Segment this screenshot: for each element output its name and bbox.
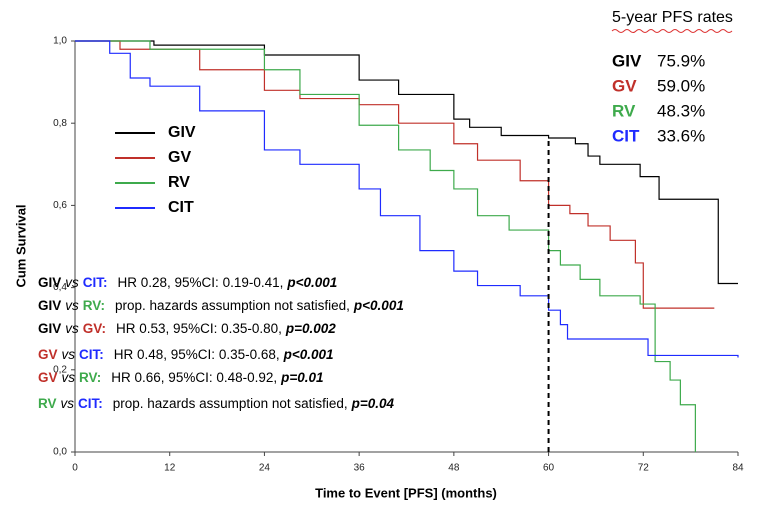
comparison: GIV vs GV: HR 0.53, 95%CI: 0.35-0.80, p=0.00…	[38, 321, 336, 336]
legend-label: RV	[168, 174, 190, 191]
survival-curve	[75, 40, 739, 358]
p-value: p<0.001	[286, 275, 337, 290]
y-tick-label: 0,4	[53, 282, 67, 293]
vs: vs	[65, 275, 79, 290]
legend-label: GV	[168, 149, 191, 166]
x-axis-title: Time to Event [PFS] (months)	[315, 485, 497, 500]
group-b: CIT:	[78, 396, 103, 411]
y-axis-title: Cum Survival	[13, 204, 28, 287]
group-a: GIV	[38, 321, 61, 336]
rate-value: 59.0%	[657, 76, 705, 95]
comparison: RV vs CIT: prop. hazards assumption not sat…	[38, 396, 395, 411]
x-tick-label: 12	[164, 463, 176, 474]
stats: HR 0.53, 95%CI: 0.35-0.80,	[116, 321, 282, 336]
y-tick-label: 0,6	[53, 200, 67, 211]
rate-group: GV	[612, 76, 637, 95]
p-value: p=0.04	[351, 396, 395, 411]
stats: HR 0.28, 95%CI: 0.19-0.41,	[118, 275, 284, 290]
rate-group: RV	[612, 101, 636, 120]
group-b: CIT:	[83, 275, 108, 290]
group-b: RV:	[83, 298, 105, 313]
stats: HR 0.66, 95%CI: 0.48-0.92,	[111, 370, 277, 385]
x-tick-label: 0	[72, 463, 78, 474]
p-value: p<0.001	[353, 298, 404, 313]
rates-title: 5-year PFS rates	[612, 9, 733, 26]
vs: vs	[62, 370, 76, 385]
rate-value: 75.9%	[657, 51, 705, 70]
x-tick-label: 48	[448, 463, 460, 474]
comparison: GIV vs CIT: HR 0.28, 95%CI: 0.19-0.41, p<0.0…	[38, 275, 337, 290]
rate-group: GIV	[612, 51, 642, 70]
y-tick-label: 0,2	[53, 364, 67, 375]
group-b: GV:	[83, 321, 106, 336]
comparison: GV vs RV: HR 0.66, 95%CI: 0.48-0.92, p=0.01	[38, 370, 324, 385]
stats: HR 0.48, 95%CI: 0.35-0.68,	[114, 347, 280, 362]
rate-value: 48.3%	[657, 101, 705, 120]
group-a: GIV	[38, 275, 61, 290]
y-tick-label: 0,8	[53, 118, 67, 129]
p-value: p=0.01	[280, 370, 323, 385]
group-a: GV	[38, 370, 58, 385]
y-tick-label: 0,0	[53, 447, 67, 458]
vs: vs	[65, 321, 79, 336]
y-tick-label: 1,0	[53, 36, 67, 47]
legend-label: GIV	[168, 124, 196, 141]
spell-underline	[611, 29, 733, 33]
comparison: GV vs CIT: HR 0.48, 95%CI: 0.35-0.68, p<0.00…	[38, 347, 334, 362]
x-tick-label: 24	[259, 463, 271, 474]
group-b: CIT:	[79, 347, 104, 362]
survival-curve	[75, 40, 738, 285]
p-value: p=0.002	[285, 321, 336, 336]
survival-curve	[75, 40, 715, 309]
vs: vs	[65, 298, 79, 313]
vs: vs	[61, 396, 75, 411]
survival-curve	[75, 40, 696, 452]
stats: prop. hazards assumption not satisfied,	[115, 298, 350, 313]
comparison: GIV vs RV: prop. hazards assumption not sat…	[38, 298, 404, 313]
rate-value: 33.6%	[657, 126, 705, 145]
p-value: p<0.001	[283, 347, 334, 362]
x-tick-label: 84	[732, 463, 744, 474]
group-a: GIV	[38, 298, 61, 313]
x-tick-label: 36	[354, 463, 366, 474]
legend-label: CIT	[168, 199, 194, 216]
group-a: GV	[38, 347, 58, 362]
group-a: RV	[38, 396, 57, 411]
rate-group: CIT	[612, 126, 640, 145]
group-b: RV:	[79, 370, 101, 385]
x-tick-label: 60	[543, 463, 555, 474]
vs: vs	[62, 347, 76, 362]
stats: prop. hazards assumption not satisfied,	[113, 396, 348, 411]
x-tick-label: 72	[638, 463, 650, 474]
